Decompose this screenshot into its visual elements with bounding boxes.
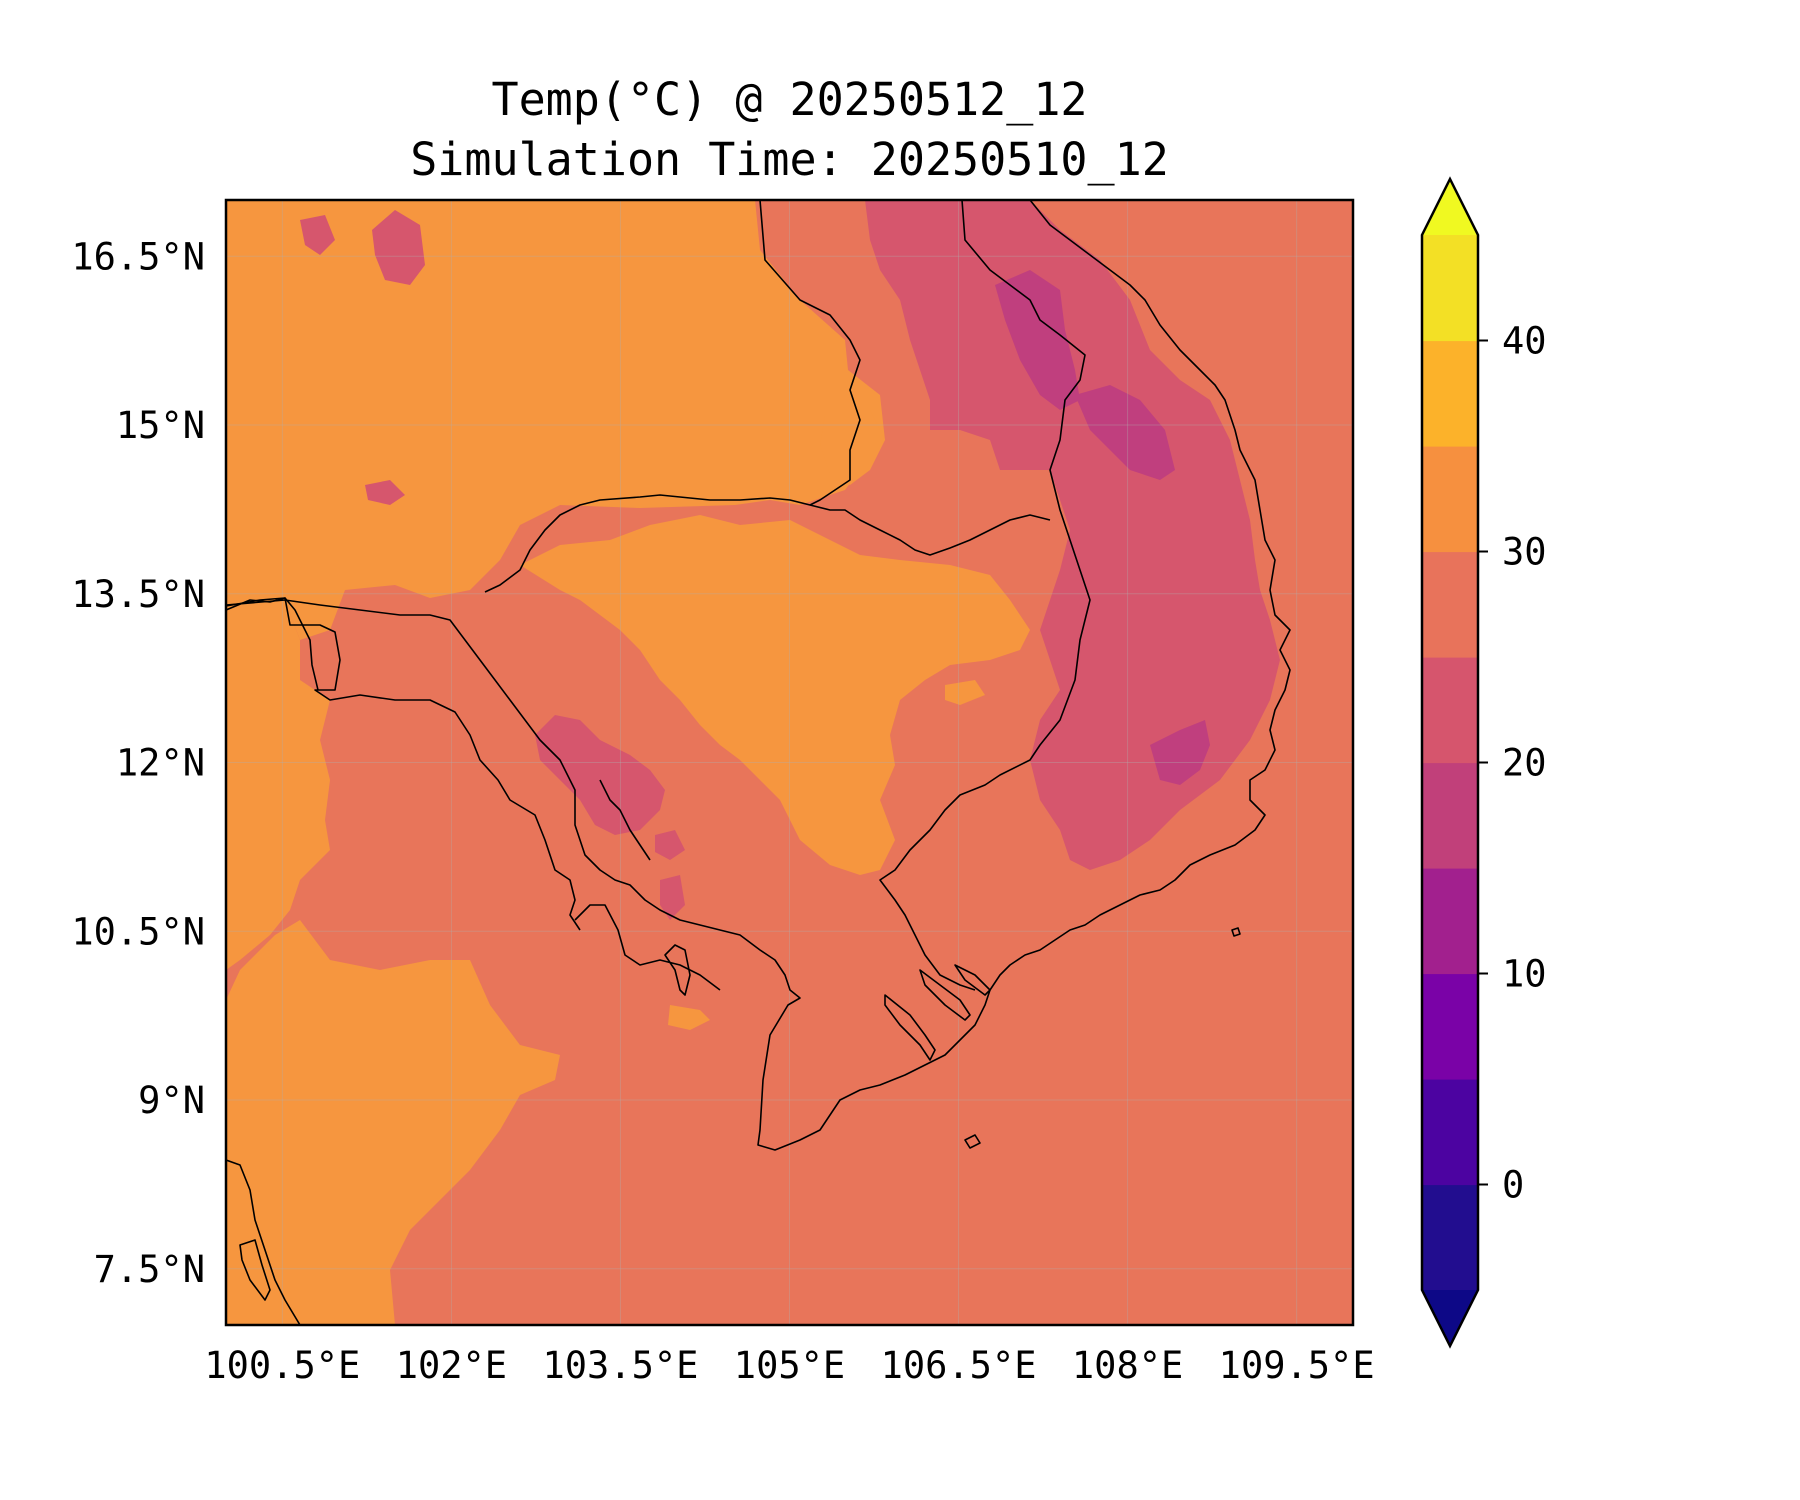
temp-field-30-35-cambodia — [520, 515, 1030, 875]
coast-mekong-delta-3 — [954, 964, 991, 996]
colorbar-segment — [1422, 446, 1478, 553]
temp-field-30-35-southwest — [226, 920, 560, 1325]
colorbar-extend-min — [1422, 1290, 1478, 1346]
temp-field-20-25-patch-1 — [372, 210, 425, 285]
x-tick-label: 108°E — [1072, 1344, 1183, 1387]
colorbar-outline — [1420, 176, 1480, 1349]
colorbar-segment — [1422, 973, 1478, 1080]
border-thailand-cambodia — [226, 597, 581, 931]
x-tick-label: 106.5°E — [881, 1344, 1037, 1387]
coastline-thailand-cambodia-vietnam — [226, 200, 1291, 1151]
coast-thailand-south — [226, 1159, 301, 1325]
y-tick-label: 15°N — [116, 404, 205, 447]
colorbar: 0 10 20 30 40 — [1420, 176, 1547, 1349]
y-tick-label: 13.5°N — [71, 573, 205, 616]
coast-con-dao-island — [964, 1134, 981, 1149]
temp-field-20-25-cardamom — [535, 715, 665, 835]
temp-field-20-25-patch-2 — [300, 215, 335, 255]
y-tick-label: 7.5°N — [94, 1248, 205, 1291]
coast-thailand-south-island — [239, 1239, 271, 1301]
coast-mekong-delta-2 — [919, 969, 971, 1021]
coast-mekong-delta-1 — [884, 994, 936, 1061]
x-tick-label: 109.5°E — [1219, 1344, 1375, 1387]
colorbar-tick-label: 30 — [1502, 531, 1547, 574]
temp-field-30-35-patch-2 — [668, 1005, 710, 1030]
colorbar-tick-label: 10 — [1502, 953, 1547, 996]
title-line-1: Temp(°C) @ 20250512_12 — [491, 73, 1088, 126]
x-tick-label: 102°E — [396, 1344, 507, 1387]
colorbar-tick-label: 40 — [1502, 320, 1547, 363]
coast-phu-quoc — [664, 944, 691, 996]
colorbar-segment — [1422, 868, 1478, 975]
colorbar-segment — [1422, 1079, 1478, 1186]
temperature-field — [226, 200, 1353, 1325]
border-vietnam-laos — [879, 200, 1091, 991]
y-axis-ticks: 16.5°N 15°N 13.5°N 12°N 10.5°N 9°N 7.5°N — [71, 235, 205, 1291]
border-cambodia-north — [484, 494, 1051, 593]
colorbar-tick-label: 20 — [1502, 742, 1547, 785]
coast-tonle-sap-inlet — [599, 779, 651, 861]
y-tick-label: 10.5°N — [71, 910, 205, 953]
temp-field-30-35-patch-3 — [945, 680, 985, 705]
colorbar-segment — [1422, 1184, 1478, 1291]
temp-field-30-35-west — [226, 600, 330, 970]
temp-field-20-25-vietnam-highlands — [865, 200, 1280, 870]
border-laos-cambodia-vietnam — [759, 200, 861, 506]
colorbar-segment — [1422, 657, 1478, 764]
colorbar-segment — [1422, 551, 1478, 658]
border-west-thailand — [226, 597, 319, 691]
colorbar-segment — [1422, 340, 1478, 447]
temp-field-20-25-patch-3 — [655, 830, 685, 860]
title-line-2: Simulation Time: 20250510_12 — [410, 133, 1169, 186]
coastlines-borders — [226, 200, 1291, 1325]
temp-field-30-35-northwest — [226, 200, 885, 640]
coast-kampot — [574, 904, 721, 991]
y-tick-label: 9°N — [138, 1079, 205, 1122]
x-axis-ticks: 100.5°E 102°E 103.5°E 105°E 106.5°E 108°E 109.… — [204, 1344, 1374, 1387]
y-tick-label: 12°N — [116, 742, 205, 785]
temp-field-15-20-central — [1075, 385, 1175, 480]
colorbar-extend-max — [1422, 179, 1478, 235]
temp-field-15-20-north — [995, 270, 1080, 410]
coast-small-island-east — [1231, 927, 1241, 937]
chart-title: Temp(°C) @ 20250512_12 Simulation Time: … — [226, 70, 1353, 190]
y-tick-label: 16.5°N — [71, 235, 205, 278]
x-tick-label: 105°E — [734, 1344, 845, 1387]
colorbar-tick-label: 0 — [1502, 1164, 1524, 1207]
gridlines — [226, 200, 1353, 1325]
temp-field-20-25-patch-4 — [660, 875, 685, 920]
x-tick-label: 100.5°E — [204, 1344, 360, 1387]
temp-field-20-25-patch-5 — [365, 480, 405, 505]
temp-field-15-20-south — [1150, 720, 1210, 785]
colorbar-segment — [1422, 235, 1478, 342]
x-tick-label: 103.5°E — [542, 1344, 698, 1387]
colorbar-segment — [1422, 762, 1478, 869]
plot-frame — [224, 198, 1355, 1327]
